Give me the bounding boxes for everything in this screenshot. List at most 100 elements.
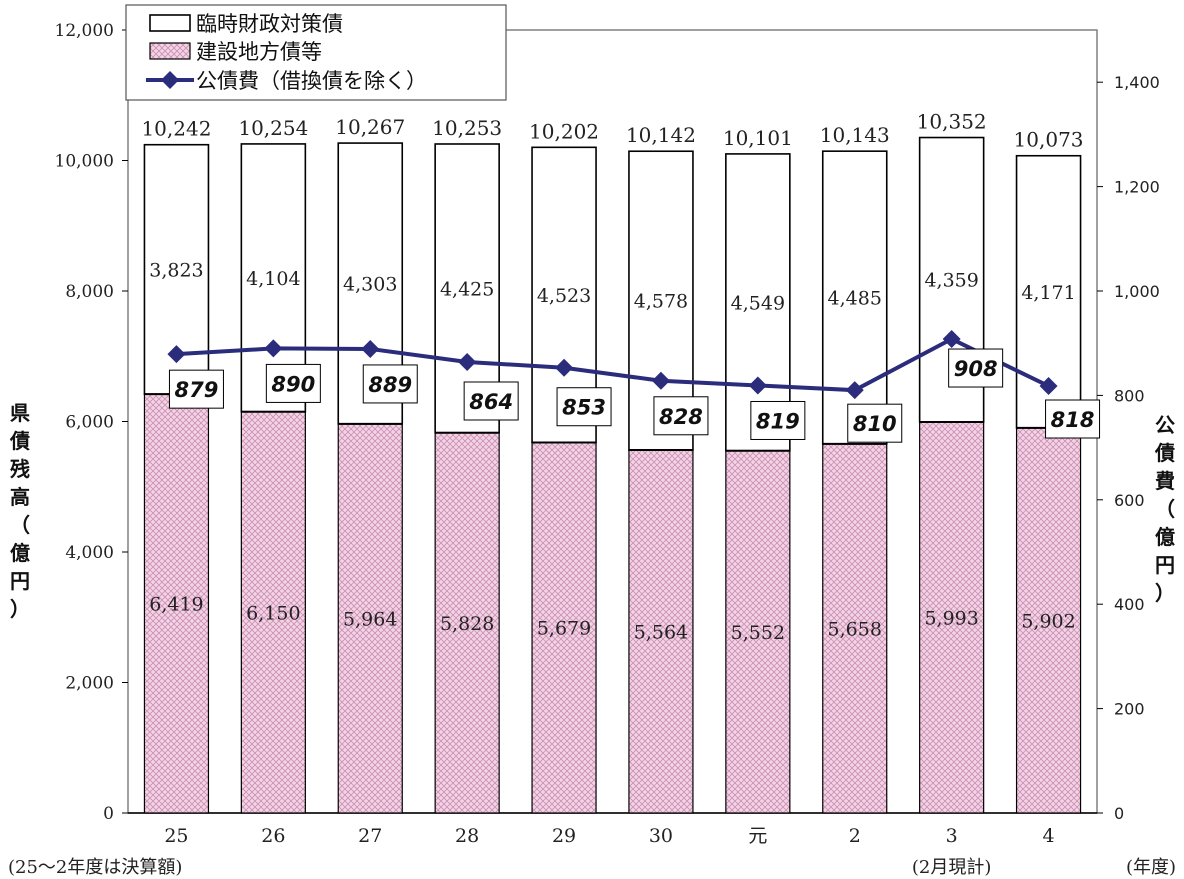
x-tick-label: 25	[164, 825, 188, 847]
debt-service-marker	[942, 330, 961, 349]
x-tick-label: 3	[946, 825, 958, 847]
bar-total-label: 10,253	[432, 116, 502, 140]
left-axis-title: 県債残高（億円）	[9, 401, 30, 621]
debt-service-value-box	[948, 348, 1004, 388]
legend-swatch-construction	[149, 42, 191, 60]
debt-service-value-box	[1045, 399, 1101, 439]
bar-value-label-construction: 5,964	[343, 608, 397, 630]
legend-marker-debt-service	[161, 71, 179, 89]
legend-label-debt-service: 公債費（借換債を除く）	[196, 69, 427, 93]
bar-value-label-temporary: 4,171	[1021, 282, 1075, 304]
debt-service-value-label: 818	[1051, 408, 1095, 432]
bar-value-label-construction: 5,993	[924, 607, 978, 629]
debt-service-marker	[651, 371, 670, 390]
bar-total-label: 10,352	[917, 110, 987, 134]
bar-value-label-temporary: 4,303	[343, 273, 397, 295]
bar-value-label-construction: 6,419	[149, 594, 203, 616]
x-tick-label: 元	[748, 825, 767, 847]
legend-label-temporary: 臨時財政対策債	[196, 12, 343, 36]
bar-construction-bonds	[628, 449, 694, 814]
bar-value-label-construction: 5,658	[828, 618, 882, 640]
right-axis-tick-label: 1,200	[1114, 178, 1160, 197]
debt-service-value-label: 828	[659, 405, 703, 429]
debt-service-value-label: 889	[368, 373, 412, 397]
bar-value-label-temporary: 4,104	[246, 268, 300, 290]
debt-service-value-box	[265, 363, 321, 403]
right-axis-title: 公債費（億円）	[1154, 413, 1175, 605]
bar-construction-bonds	[434, 432, 500, 814]
x-tick-label: 2	[849, 825, 861, 847]
x-tick-sublabel: (25～2年度は決算額)	[8, 857, 182, 878]
right-axis-tick-label: 1,000	[1114, 282, 1160, 301]
debt-service-marker	[361, 339, 380, 358]
left-axis-tick-label: 10,000	[55, 152, 114, 172]
debt-service-value-label: 853	[562, 396, 606, 420]
debt-service-line	[176, 336, 1050, 393]
bar-total-label: 10,073	[1014, 128, 1084, 152]
bar-value-label-temporary: 4,549	[731, 292, 785, 314]
bar-value-label-construction: 5,552	[731, 622, 785, 644]
debt-service-value-label: 879	[175, 378, 219, 402]
x-tick-label: 30	[649, 825, 673, 847]
debt-service-marker	[458, 352, 477, 371]
left-axis-tick-label: 8,000	[65, 282, 114, 302]
x-tick-label: 4	[1043, 825, 1055, 847]
debt-service-marker	[1039, 377, 1058, 396]
bar-value-label-temporary: 4,523	[537, 285, 591, 307]
debt-service-marker	[555, 358, 574, 377]
debt-service-marker	[167, 345, 186, 364]
debt-service-marker	[748, 376, 767, 395]
x-tick-label: 28	[455, 825, 479, 847]
debt-service-value-box	[463, 381, 519, 421]
debt-service-value-box	[556, 387, 612, 427]
bar-total-label: 10,142	[626, 123, 696, 147]
legend-swatch-temporary	[149, 14, 191, 32]
bar-construction-bonds	[337, 423, 403, 814]
bar-construction-bonds	[725, 450, 791, 814]
bar-total-label: 10,202	[529, 119, 599, 143]
bar-construction-bonds	[1015, 427, 1082, 814]
debt-service-marker	[845, 381, 864, 400]
bar-total-label: 10,143	[820, 123, 890, 147]
bar-construction-bonds	[531, 441, 597, 814]
debt-service-value-box	[362, 364, 418, 404]
bar-total-label: 10,254	[238, 116, 308, 140]
bar-value-label-temporary: 3,823	[149, 259, 203, 281]
left-axis-tick-label: 2,000	[65, 674, 114, 694]
debt-service-value-label: 819	[756, 409, 800, 433]
debt-service-value-box	[750, 400, 806, 440]
bar-value-label-construction: 5,902	[1021, 610, 1075, 632]
bar-value-label-temporary: 4,578	[634, 291, 688, 313]
debt-service-value-label: 810	[853, 412, 897, 436]
x-tick-label: 26	[261, 825, 285, 847]
bar-value-label-construction: 6,150	[246, 602, 300, 624]
debt-service-value-box	[653, 396, 709, 436]
left-axis-tick-label: 4,000	[65, 543, 114, 563]
right-axis-tick-label: 800	[1114, 386, 1145, 405]
x-axis-unit-label: (年度)	[1126, 857, 1176, 878]
debt-service-value-label: 908	[954, 357, 998, 381]
bar-value-label-temporary: 4,485	[828, 287, 882, 309]
left-axis-tick-label: 0	[103, 804, 114, 824]
bar-value-label-construction: 5,679	[537, 618, 591, 640]
debt-service-value-box	[168, 369, 224, 409]
x-tick-sublabel: (2月現計)	[912, 857, 992, 878]
bar-total-label: 10,267	[335, 115, 405, 139]
right-axis-tick-label: 1,400	[1114, 73, 1160, 92]
bar-value-label-temporary: 4,425	[440, 278, 494, 300]
debt-service-marker	[264, 339, 283, 358]
bar-total-label: 10,101	[723, 126, 793, 150]
bar-construction-bonds	[240, 411, 306, 814]
x-tick-label: 27	[358, 825, 382, 847]
right-axis-tick-label: 0	[1114, 804, 1124, 823]
right-axis-tick-label: 600	[1114, 491, 1145, 510]
debt-service-value-label: 864	[469, 390, 513, 414]
debt-service-value-label: 890	[271, 372, 315, 396]
left-axis-tick-label: 12,000	[55, 21, 114, 41]
right-axis-tick-label: 400	[1114, 595, 1145, 614]
x-tick-label: 29	[552, 825, 576, 847]
bar-total-label: 10,242	[141, 117, 211, 141]
bar-construction-bonds	[143, 393, 210, 814]
bar-construction-bonds	[919, 421, 985, 814]
